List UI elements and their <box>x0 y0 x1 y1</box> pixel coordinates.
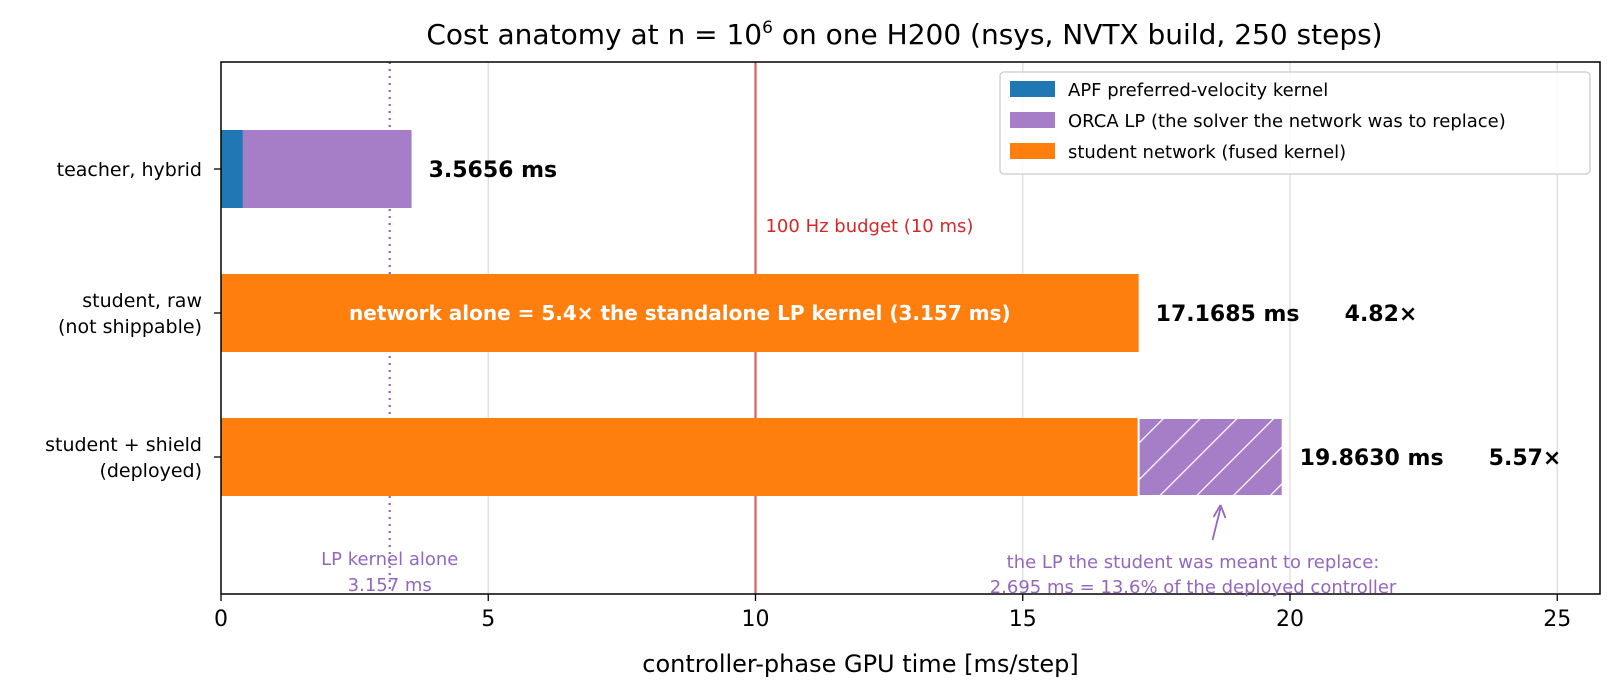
bar-segment <box>221 274 1139 352</box>
bar-segment-hatched <box>1137 417 1284 497</box>
legend-label: ORCA LP (the solver the network was to r… <box>1068 111 1506 132</box>
legend-box <box>999 71 1591 175</box>
legend-swatch <box>1010 81 1055 97</box>
ratio-label: 4.82× <box>1345 302 1418 327</box>
x-tick-label: 5 <box>481 607 495 632</box>
y-tick-label: student, raw <box>82 290 202 312</box>
annotation-arrow <box>1211 507 1222 541</box>
y-tick-label: student + shield <box>45 434 202 456</box>
bars <box>221 130 1284 497</box>
budget-label: 100 Hz budget (10 ms) <box>765 216 973 237</box>
value-label: 17.1685 ms <box>1156 302 1300 327</box>
lp-kernel-label: 3.157 ms <box>348 575 432 596</box>
annotation-text: the LP the student was meant to replace: <box>1007 552 1380 573</box>
annotation-arrowhead <box>1212 504 1227 519</box>
x-tick-label: 25 <box>1543 607 1571 632</box>
value-label: 3.5656 ms <box>429 158 558 183</box>
x-tick-label: 10 <box>741 607 769 632</box>
bar-segment <box>242 130 412 208</box>
y-tick-label: (deployed) <box>99 460 202 482</box>
x-tick-label: 0 <box>214 607 228 632</box>
ratio-label: 5.57× <box>1489 446 1562 471</box>
x-tick-label: 20 <box>1276 607 1304 632</box>
x-tick-label: 15 <box>1009 607 1037 632</box>
x-axis-label: controller-phase GPU time [ms/step] <box>642 650 1078 678</box>
plot-frame <box>220 61 1601 595</box>
bar-labels: 3.5656 ms 17.1685 ms 4.82× 19.8630 ms 5.57× n… <box>349 158 1561 471</box>
legend-swatch <box>1010 112 1055 128</box>
bar-segment <box>221 418 1139 496</box>
chart-title: Cost anatomy at n = 106 on one H200 (nsy… <box>426 18 1382 51</box>
axes: 0 5 10 15 20 25 teacher, hybrid student, raw (no… <box>45 159 1571 632</box>
lp-kernel-label: LP kernel alone <box>321 549 458 570</box>
legend-label: student network (fused kernel) <box>1068 142 1346 163</box>
annotations: 100 Hz budget (10 ms) LP kernel alone 3.15… <box>321 216 1397 598</box>
y-tick-label: (not shippable) <box>58 316 202 338</box>
y-tick-label: teacher, hybrid <box>57 159 202 181</box>
legend: APF preferred-velocity kernel ORCA LP (th… <box>999 71 1591 175</box>
legend-label: APF preferred-velocity kernel <box>1068 80 1328 101</box>
bar-segment <box>221 130 243 208</box>
annotation-text: 2.695 ms = 13.6% of the deployed control… <box>990 577 1397 598</box>
in-bar-label: network alone = 5.4× the standalone LP k… <box>349 301 1011 325</box>
value-label: 19.8630 ms <box>1300 446 1444 471</box>
legend-swatch <box>1010 143 1055 159</box>
